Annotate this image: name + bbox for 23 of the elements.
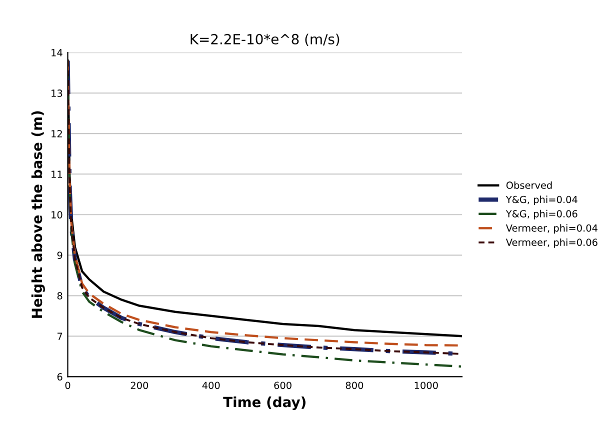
x-tick-label: 1000 bbox=[414, 382, 438, 390]
y-tick-label: 11 bbox=[52, 170, 62, 178]
x-tick-label: 600 bbox=[274, 382, 292, 390]
legend-label: Y&G, phi=0.04 bbox=[506, 196, 578, 206]
legend-label: Observed bbox=[506, 181, 552, 189]
y-tick-label: 14 bbox=[52, 49, 62, 56]
y-axis-title: Height above the base (m) bbox=[31, 111, 45, 318]
chart-title: K=2.2E-10*e^8 (m/s) bbox=[190, 34, 340, 46]
x-tick-label: 200 bbox=[130, 382, 148, 390]
y-tick-label: 6 bbox=[57, 373, 62, 381]
y-tick-label: 12 bbox=[52, 130, 62, 138]
x-tick-label: 800 bbox=[346, 382, 364, 390]
x-tick-label: 0 bbox=[65, 382, 70, 390]
y-tick-label: 8 bbox=[57, 292, 62, 300]
y-tick-label: 10 bbox=[52, 211, 62, 218]
legend-label: Y&G, phi=0.06 bbox=[506, 210, 578, 220]
y-tick-label: 13 bbox=[52, 90, 62, 97]
x-axis-title: Time (day) bbox=[223, 396, 306, 410]
legend-label: Vermeer, phi=0.04 bbox=[506, 224, 598, 234]
x-tick-label: 400 bbox=[202, 382, 220, 390]
y-tick-label: 7 bbox=[58, 332, 62, 340]
legend-label: Vermeer, phi=0.06 bbox=[506, 238, 598, 248]
y-tick-label: 9 bbox=[57, 252, 62, 259]
